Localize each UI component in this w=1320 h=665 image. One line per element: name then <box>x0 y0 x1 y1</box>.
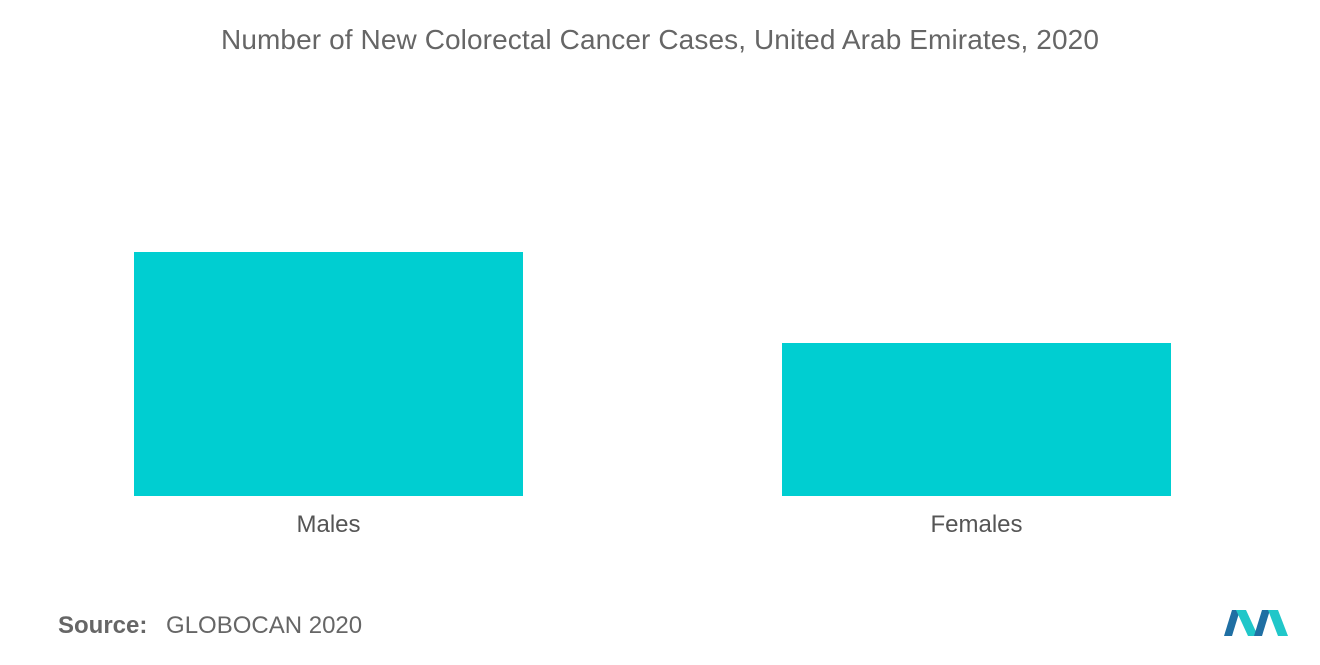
source-label: Source: <box>58 612 148 639</box>
bar-females <box>782 343 1171 496</box>
chart-title: Number of New Colorectal Cancer Cases, U… <box>221 24 1099 55</box>
brand-logo-icon <box>1224 610 1288 636</box>
x-tick-label-males: Males <box>296 511 360 538</box>
logo-right-stroke <box>1254 610 1270 636</box>
logo-mid-stroke <box>1236 610 1258 636</box>
logo-left-stroke <box>1224 610 1240 636</box>
x-tick-label-females: Females <box>930 511 1022 538</box>
logo-end-stroke <box>1268 610 1288 636</box>
source-text: GLOBOCAN 2020 <box>166 612 363 639</box>
source-note: Source: GLOBOCAN 2020 <box>58 612 362 640</box>
bar-males <box>134 252 523 496</box>
